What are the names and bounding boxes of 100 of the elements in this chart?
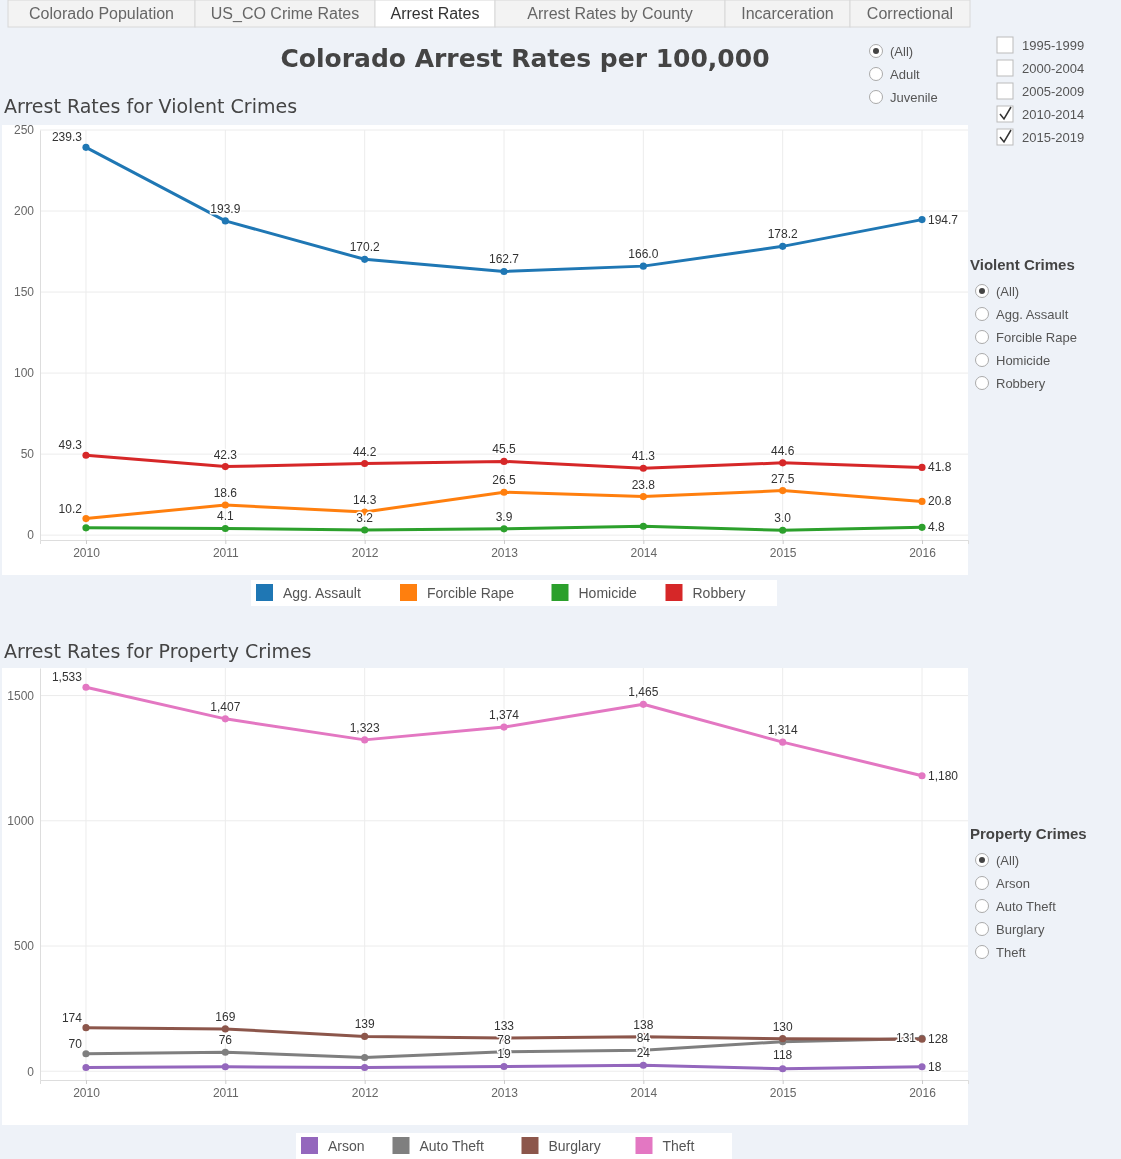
point [221, 217, 229, 225]
text: (All) [996, 853, 1020, 868]
legend-label: Forcible Rape [427, 585, 515, 601]
data-label: 18.6 [213, 486, 238, 500]
data-label: 27.5 [771, 471, 795, 486]
y-tick-label: 1500 [7, 688, 35, 703]
point [779, 1065, 787, 1073]
legend-label: Burglary [548, 1138, 601, 1154]
point [779, 242, 787, 250]
text: Violent Crimes [970, 256, 1075, 273]
data-label: 23.8 [631, 477, 656, 492]
point [639, 493, 647, 501]
x-tick-label: 2014 [630, 1085, 658, 1100]
x-tick-label: 2013 [491, 1085, 519, 1100]
x-tick-label: 2012 [351, 1085, 379, 1100]
data-label: 1,533 [51, 670, 83, 685]
point [918, 523, 926, 531]
point [918, 463, 926, 471]
point [639, 1061, 647, 1069]
text: 2010-2014 [1022, 107, 1085, 122]
point [500, 525, 508, 533]
data-label: 26.5 [492, 473, 516, 488]
legend-label: Homicide [578, 585, 638, 601]
data-label: 20.8 [928, 494, 952, 509]
data-label: 41.3 [631, 449, 656, 464]
data-label: 42.3 [213, 447, 238, 462]
data-label: 4.8 [928, 520, 946, 535]
point [639, 262, 647, 270]
chart-title: Arrest Rates for Violent Crimes [4, 95, 298, 117]
data-label: 1,465 [628, 685, 659, 700]
text: Forcible Rape [996, 330, 1077, 345]
point [361, 526, 369, 534]
point [500, 1062, 508, 1071]
legend-label: Auto Theft [419, 1138, 484, 1154]
x-tick-label: 2014 [630, 545, 658, 560]
text: Homicide [996, 353, 1051, 368]
point [918, 1063, 926, 1071]
x-tick-label: 2011 [212, 1085, 240, 1100]
x-tick-label: 2015 [769, 1085, 797, 1100]
y-tick-label: 0 [27, 1064, 35, 1079]
text: Arrest Rates by County [527, 5, 693, 22]
data-label: 130 [772, 1019, 794, 1034]
y-tick-label: 500 [13, 939, 35, 954]
point [500, 457, 508, 465]
point [82, 515, 90, 523]
legend-label: Robbery [692, 585, 746, 601]
y-tick-label: 100 [13, 366, 35, 381]
point [779, 738, 787, 746]
point [82, 451, 90, 459]
point [500, 488, 508, 496]
point [221, 715, 229, 723]
text: Adult [890, 67, 921, 82]
y-tick-label: 50 [20, 447, 35, 462]
text: Theft [996, 945, 1027, 960]
text: Arrest Rates [390, 5, 480, 22]
text: Auto Theft [996, 899, 1057, 914]
point [361, 255, 369, 263]
point [361, 1053, 369, 1062]
text: Colorado Population [29, 5, 174, 22]
x-tick-label: 2012 [351, 545, 379, 560]
point [779, 459, 787, 467]
y-tick-label: 250 [13, 123, 35, 138]
data-label: 174 [61, 1010, 83, 1025]
data-label: 193.9 [210, 201, 241, 216]
text: Incarceration [741, 5, 834, 22]
point [361, 459, 369, 468]
y-tick-label: 1000 [7, 814, 35, 829]
text: Colorado Arrest Rates per 100,000 [280, 44, 770, 73]
point [82, 1050, 90, 1058]
x-tick-label: 2016 [909, 1085, 937, 1100]
data-label: 139 [354, 1017, 375, 1032]
text: Juvenile [890, 90, 938, 105]
data-label: 1,407 [210, 699, 241, 714]
data-label: 166.0 [628, 247, 659, 262]
data-label: 118 [773, 1047, 793, 1062]
x-tick-label: 2010 [73, 1085, 101, 1100]
point [82, 1063, 90, 1072]
point [500, 723, 508, 731]
point [500, 267, 508, 276]
data-label: 1,374 [488, 708, 520, 723]
data-label: 1,314 [767, 723, 799, 738]
x-tick-label: 2011 [212, 545, 240, 560]
text: (All) [890, 44, 914, 59]
point [779, 526, 787, 534]
data-label: 44.2 [352, 444, 377, 459]
chart-title: Arrest Rates for Property Crimes [4, 640, 312, 662]
data-label: 45.5 [492, 442, 516, 457]
y-tick-label: 0 [27, 528, 35, 543]
text: Correctional [866, 5, 954, 22]
point [82, 683, 90, 691]
data-label: 3.9 [495, 509, 513, 524]
data-label: 41.8 [928, 460, 952, 475]
data-label: 178.2 [767, 227, 799, 242]
data-label: 170.2 [349, 240, 380, 255]
legend-label: Agg. Assault [283, 585, 361, 601]
text: 2000-2004 [1022, 61, 1085, 76]
text: Agg. Assault [996, 307, 1069, 322]
legend-label: Arson [328, 1138, 365, 1154]
point [82, 143, 90, 151]
data-label: 3.0 [774, 511, 792, 526]
